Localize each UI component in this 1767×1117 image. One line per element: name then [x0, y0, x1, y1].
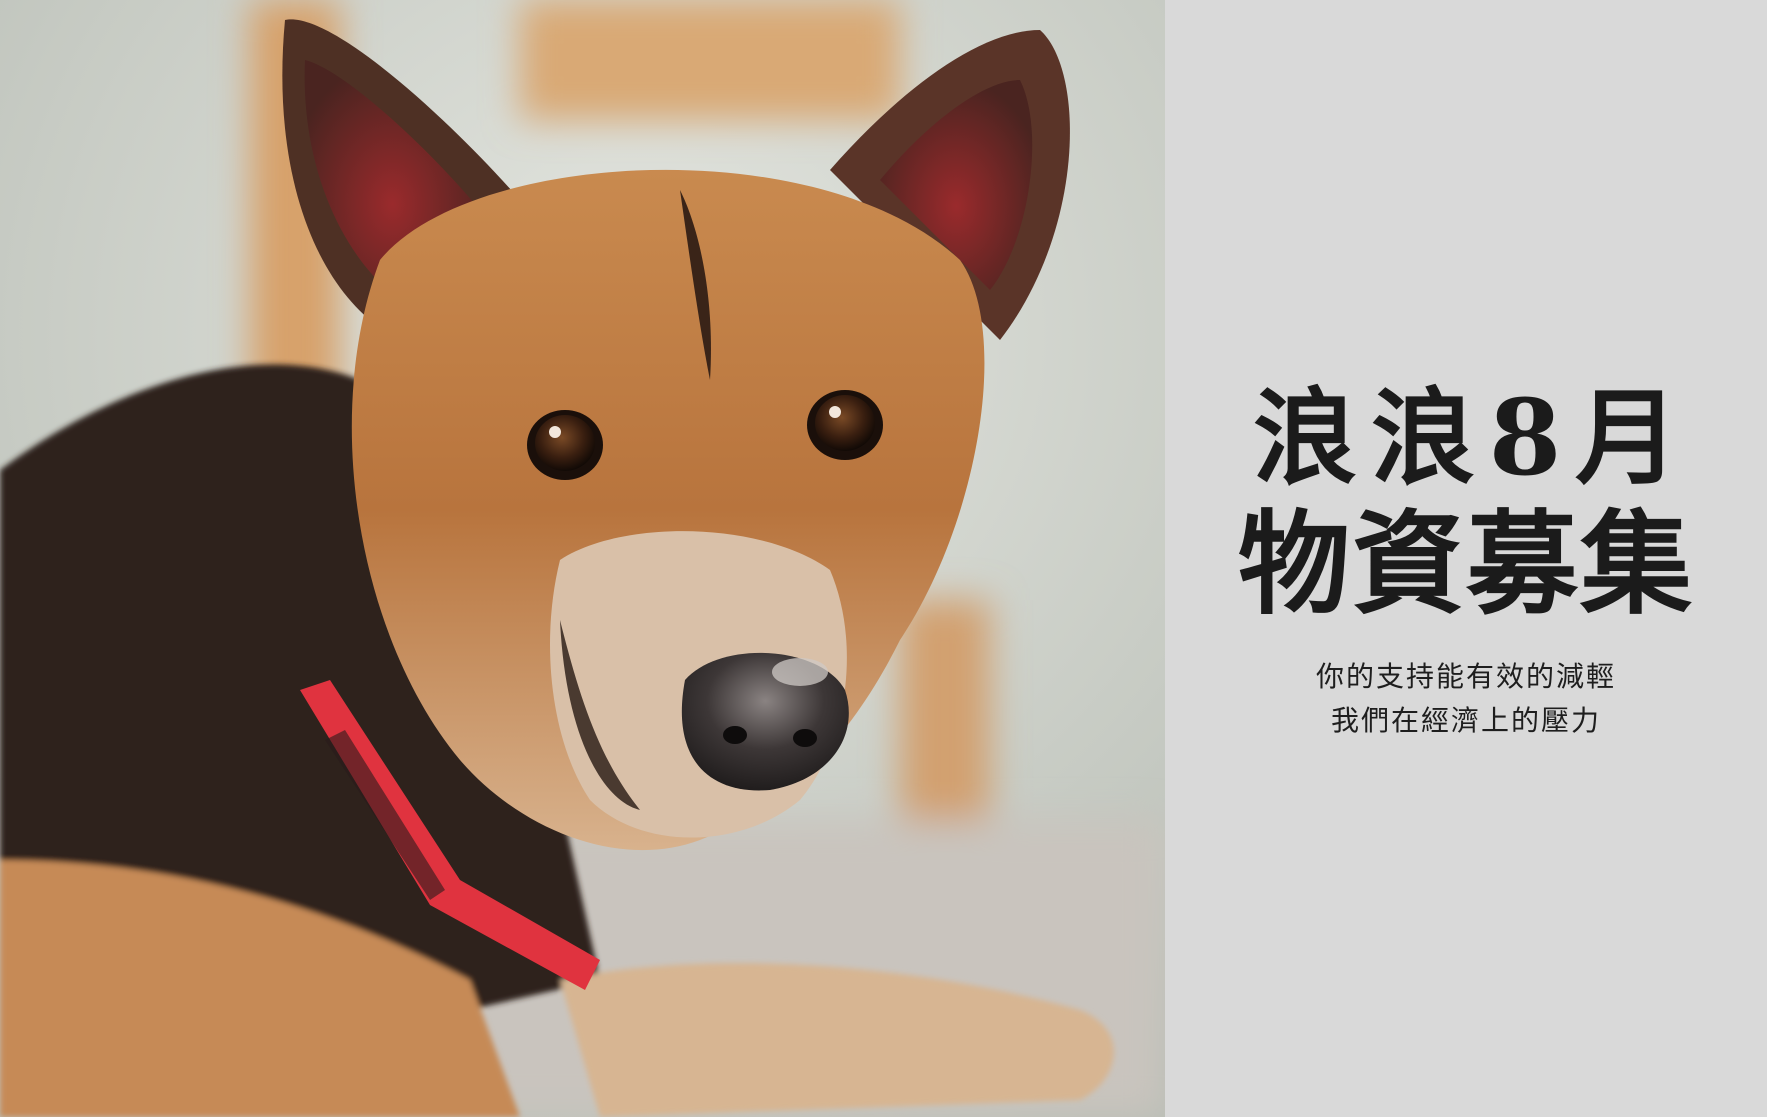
dog-illustration	[0, 0, 1165, 1117]
left-eye	[535, 415, 595, 471]
right-nostril	[793, 729, 817, 747]
left-eye-highlight	[549, 426, 561, 438]
right-eye-highlight	[829, 406, 841, 418]
dog-photo	[0, 0, 1165, 1117]
right-eye	[815, 395, 875, 451]
right-ear-inner	[880, 80, 1033, 290]
dog-nose	[681, 652, 849, 791]
forehead-stripe	[680, 190, 711, 380]
text-panel: 浪浪8月 物資募集 你的支持能有效的減輕 我們在經濟上的壓力	[1165, 0, 1767, 1117]
headline-line-2: 物資募集	[1238, 499, 1694, 631]
red-collar	[300, 680, 600, 990]
headline: 浪浪8月 物資募集	[1165, 376, 1767, 631]
muzzle-shadow	[560, 620, 640, 810]
subtitle-line-2: 我們在經濟上的壓力	[1330, 704, 1601, 737]
subtitle: 你的支持能有效的減輕 我們在經濟上的壓力	[1165, 655, 1767, 743]
nose-highlight	[772, 658, 828, 686]
headline-line-1: 浪浪8月	[1252, 376, 1694, 499]
left-nostril	[723, 726, 747, 744]
subtitle-line-1: 你的支持能有效的減輕	[1315, 660, 1616, 693]
